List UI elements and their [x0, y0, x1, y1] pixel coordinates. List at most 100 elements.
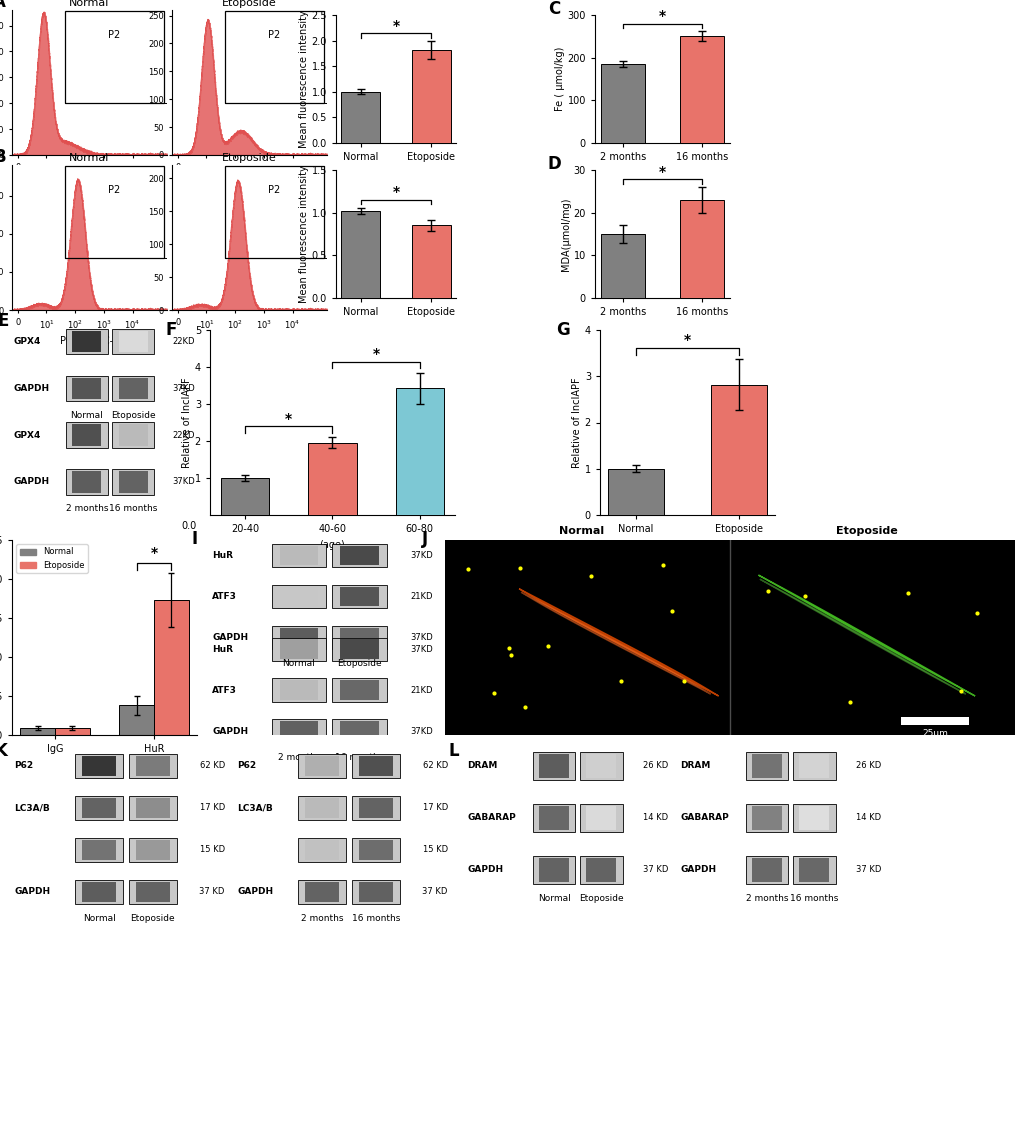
Bar	[607, 468, 663, 515]
Bar	[118, 424, 148, 446]
Bar	[745, 752, 788, 780]
Bar	[308, 443, 357, 515]
Text: *: *	[372, 347, 379, 362]
Point	[539, 637, 555, 655]
Text: 22KD: 22KD	[172, 337, 195, 346]
Text: 62 KD: 62 KD	[200, 762, 224, 770]
Text: Etoposide: Etoposide	[130, 914, 175, 923]
Bar	[74, 754, 123, 778]
Text: 37KD: 37KD	[410, 551, 432, 560]
Point	[675, 672, 691, 691]
Bar	[74, 838, 123, 862]
Bar	[710, 384, 766, 515]
Bar	[533, 804, 575, 832]
Bar	[118, 331, 148, 353]
Bar	[279, 586, 318, 607]
Bar	[341, 92, 380, 143]
Text: 16 months: 16 months	[790, 894, 838, 903]
Text: GAPDH: GAPDH	[14, 383, 50, 392]
Bar	[539, 806, 569, 830]
Text: Etoposide: Etoposide	[111, 411, 155, 420]
Bar	[412, 226, 450, 298]
Bar	[279, 680, 318, 700]
Text: L: L	[448, 742, 459, 760]
Text: 37KD: 37KD	[172, 477, 195, 486]
Bar	[298, 880, 345, 904]
Bar	[55, 728, 90, 735]
Text: 37KD: 37KD	[410, 645, 432, 653]
Y-axis label: Fe ( μmol/kg): Fe ( μmol/kg)	[554, 46, 565, 111]
Title: Normal: Normal	[69, 0, 110, 8]
Bar	[271, 678, 326, 702]
Bar	[340, 628, 378, 648]
Bar	[128, 754, 177, 778]
Text: 16 months: 16 months	[109, 505, 157, 514]
Text: 21KD: 21KD	[410, 686, 432, 695]
Bar	[225, 167, 324, 257]
Bar	[600, 234, 644, 298]
Text: *: *	[658, 9, 665, 23]
Point	[517, 699, 533, 717]
Y-axis label: MDA(μmol/mg): MDA(μmol/mg)	[560, 197, 571, 271]
Text: 62 KD: 62 KD	[422, 762, 447, 770]
Point	[899, 584, 915, 602]
Text: I: I	[192, 531, 198, 548]
Text: LC3A/B: LC3A/B	[236, 804, 273, 812]
Text: *: *	[658, 166, 665, 179]
Text: P2: P2	[268, 185, 280, 195]
Text: 26 KD: 26 KD	[855, 762, 880, 770]
Text: Etoposide: Etoposide	[836, 526, 897, 536]
Bar	[793, 804, 835, 832]
Bar	[752, 806, 782, 830]
Bar	[72, 378, 102, 399]
Text: *: *	[392, 18, 399, 33]
Text: 37 KD: 37 KD	[855, 865, 880, 874]
Bar	[580, 856, 622, 885]
Bar	[112, 329, 154, 354]
Text: C: C	[547, 0, 559, 18]
Text: GAPDH: GAPDH	[467, 865, 502, 874]
Bar	[340, 586, 378, 607]
Text: G: G	[555, 321, 570, 339]
Bar	[298, 796, 345, 820]
Bar	[793, 856, 835, 885]
Bar	[128, 796, 177, 820]
Text: GABARAP: GABARAP	[467, 813, 516, 822]
Text: GAPDH: GAPDH	[236, 888, 273, 897]
Text: B: B	[0, 147, 6, 166]
Text: Etoposide: Etoposide	[579, 894, 623, 903]
Text: GAPDH: GAPDH	[680, 865, 715, 874]
Bar	[112, 469, 154, 494]
Bar	[72, 424, 102, 446]
Point	[500, 640, 517, 658]
Text: 2 months: 2 months	[301, 914, 343, 923]
Bar	[136, 798, 169, 818]
Point	[797, 586, 813, 604]
Text: GAPDH: GAPDH	[212, 633, 249, 642]
Polygon shape	[521, 592, 710, 694]
Text: HuR: HuR	[212, 551, 233, 560]
Text: *: *	[392, 186, 399, 200]
Text: K: K	[0, 742, 8, 760]
Bar	[680, 36, 723, 143]
Bar	[340, 721, 378, 741]
Bar	[752, 858, 782, 882]
Bar	[305, 882, 338, 902]
Text: 16 months: 16 months	[335, 753, 383, 762]
Text: Normal: Normal	[558, 526, 604, 536]
Title: Etoposide: Etoposide	[222, 153, 276, 163]
Bar	[72, 331, 102, 353]
Bar	[136, 882, 169, 902]
Bar	[305, 756, 338, 776]
Text: 0.0: 0.0	[181, 521, 197, 531]
Title: Etoposide: Etoposide	[222, 0, 276, 8]
Polygon shape	[759, 579, 965, 694]
Text: 37KD: 37KD	[172, 383, 195, 392]
Bar	[332, 544, 386, 567]
X-axis label: (age): (age)	[319, 540, 345, 550]
Point	[953, 682, 969, 700]
Bar	[136, 756, 169, 776]
Point	[512, 559, 528, 577]
Bar	[66, 423, 108, 448]
Bar	[20, 728, 55, 735]
